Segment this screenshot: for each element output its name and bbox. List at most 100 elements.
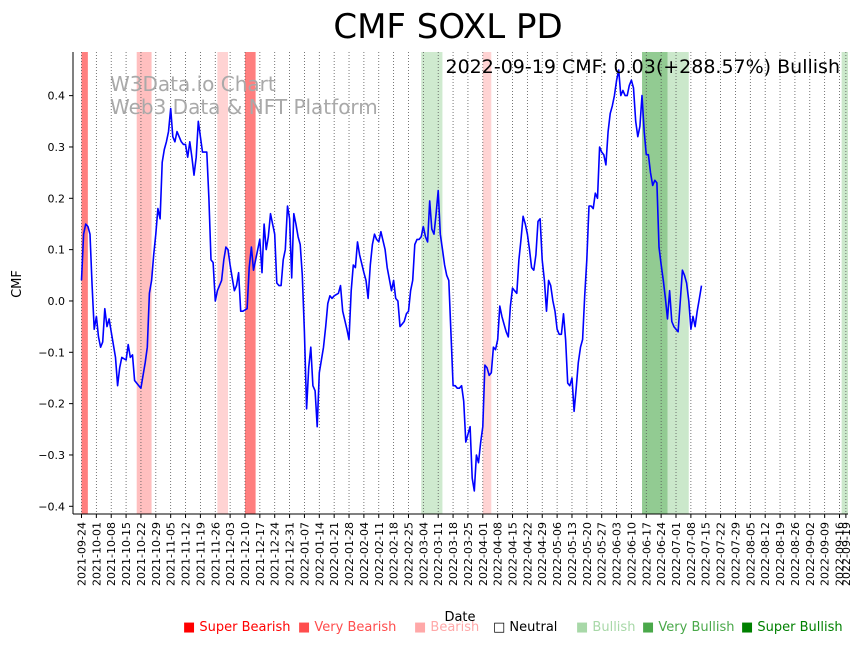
x-tick-label: 2022-01-21 [328, 522, 341, 586]
x-tick-label: 2022-07-08 [685, 522, 698, 586]
legend-label: Very Bullish [658, 620, 735, 635]
x-tick-label: 2021-10-22 [135, 522, 148, 586]
x-tick-label: 2022-02-04 [358, 522, 371, 586]
x-tick-label: 2022-03-18 [447, 522, 460, 586]
weekly-gridlines [81, 52, 847, 514]
x-tick-label: 2022-08-05 [744, 522, 757, 586]
legend-item-very-bearish: ■ Very Bearish [298, 620, 396, 635]
zone-super-bearish [244, 52, 256, 514]
chart-title: CMF SOXL PD [333, 7, 562, 47]
x-tick-label: 2022-02-25 [403, 522, 416, 586]
axes: −0.4 −0.3 −0.2 −0.1 0.0 0.1 0.2 0.3 0.4 2021-09-2… [38, 52, 853, 586]
legend-swatch-icon: ■ [298, 620, 315, 635]
zone-bullish [667, 52, 689, 514]
x-tick-label: 2022-05-20 [581, 522, 594, 586]
zone-super-bearish [81, 52, 88, 514]
legend-swatch-icon: ■ [741, 620, 758, 635]
y-tick-label: −0.2 [38, 398, 65, 411]
x-tick-label: 2022-09-09 [819, 522, 832, 586]
series-line-cmf [80, 69, 703, 492]
legend-item-neutral: □ Neutral [493, 620, 557, 635]
zone-bullish [841, 52, 848, 514]
legend-label: Super Bullish [757, 620, 843, 635]
watermark-line-2: Web3 Data & NFT Platform [110, 95, 378, 119]
watermark-line-1: W3Data.io Chart [110, 72, 276, 96]
x-tick-label: 2021-12-03 [224, 522, 237, 586]
zone-bearish [482, 52, 492, 514]
x-tick-label: 2022-03-11 [432, 522, 445, 586]
x-axis-label: Date [444, 610, 475, 625]
x-tick-label: 2022-05-06 [551, 522, 564, 586]
legend-swatch-icon: ■ [642, 620, 659, 635]
x-tick-label: 2022-05-27 [596, 522, 609, 586]
signal-legend: ■ Super Bearish ■ Very Bearish ■ Bearish □ … [0, 620, 867, 640]
x-tick-label: 2021-12-31 [284, 522, 297, 586]
legend-swatch-icon: ■ [414, 620, 431, 635]
x-tick-label: 2021-10-15 [120, 522, 133, 586]
legend-item-super-bearish: ■ Super Bearish [183, 620, 291, 635]
x-tick-label: 2022-07-29 [730, 522, 743, 586]
legend-label: Very Bearish [314, 620, 397, 635]
x-tick-label: 2022-06-03 [611, 522, 624, 586]
x-tick-label: 2022-07-15 [700, 522, 713, 586]
legend-label: Bullish [592, 620, 636, 635]
y-tick-label: 0.2 [48, 192, 66, 205]
x-tick-label: 2022-06-24 [655, 522, 668, 586]
x-tick-label: 2021-10-01 [90, 522, 103, 586]
y-axis-label: CMF [10, 270, 25, 298]
y-tick-label: 0.4 [48, 90, 66, 103]
legend-label: Super Bearish [199, 620, 291, 635]
legend-swatch-icon: □ [493, 620, 510, 635]
watermark: W3Data.io Chart Web3 Data & NFT Platform [110, 72, 378, 119]
x-tick-label: 2022-04-08 [492, 522, 505, 586]
legend-item-very-bullish: ■ Very Bullish [642, 620, 734, 635]
x-tick-label: 2022-08-26 [789, 522, 802, 586]
zone-bullish [421, 52, 443, 514]
x-tick-label: 2021-12-24 [269, 522, 282, 586]
x-tick-label: 2022-07-01 [670, 522, 683, 586]
y-tick-label: −0.1 [38, 346, 65, 359]
x-tick-label: 2022-06-17 [640, 522, 653, 586]
x-tick-label: 2022-04-22 [521, 522, 534, 586]
x-tick-label: 2022-01-28 [343, 522, 356, 586]
x-tick-label: 2022-09-16 [834, 522, 847, 586]
x-tick-label: 2022-03-25 [462, 522, 475, 586]
x-tick-label: 2022-03-04 [417, 522, 430, 586]
x-tick-label: 2021-09-24 [76, 522, 89, 586]
zone-very-bearish [136, 52, 152, 514]
y-tick-label: −0.4 [38, 500, 65, 513]
x-tick-label: 2022-02-11 [373, 522, 386, 586]
x-tick-label: 2021-11-05 [165, 522, 178, 586]
x-tick-label: 2021-12-10 [239, 522, 252, 586]
y-tick-label: 0.1 [48, 244, 66, 257]
x-tick-label: 2022-09-19 [840, 522, 853, 586]
cmf-annotation: 2022-09-19 CMF: 0.03(+288.57%) Bullish [446, 56, 841, 78]
x-tick-label: 2022-02-18 [388, 522, 401, 586]
cmf-series [80, 69, 703, 492]
x-tick-label: 2021-11-19 [194, 522, 207, 586]
x-tick-label: 2022-01-07 [298, 522, 311, 586]
signal-zones [81, 52, 848, 514]
x-tick-label: 2021-10-29 [150, 522, 163, 586]
x-tick-label: 2022-04-01 [477, 522, 490, 586]
y-tick-label: −0.3 [38, 449, 65, 462]
legend-swatch-icon: ■ [183, 620, 200, 635]
legend-item-bearish: ■ Bearish [414, 620, 479, 635]
x-tick-label: 2021-10-08 [105, 522, 118, 586]
legend-label: Neutral [509, 620, 558, 635]
x-tick-label: 2022-09-02 [804, 522, 817, 586]
legend-item-super-bullish: ■ Super Bullish [741, 620, 843, 635]
x-tick-label: 2022-08-19 [774, 522, 787, 586]
x-tick-label: 2022-01-14 [313, 522, 326, 586]
y-tick-label: 0.3 [48, 141, 66, 154]
x-tick-label: 2022-05-13 [566, 522, 579, 586]
x-tick-label: 2021-11-26 [209, 522, 222, 586]
x-tick-label: 2022-04-15 [507, 522, 520, 586]
x-tick-label: 2021-11-12 [180, 522, 193, 586]
legend-item-bullish: ■ Bullish [576, 620, 635, 635]
zone-bearish [217, 52, 228, 514]
x-tick-label: 2022-04-29 [536, 522, 549, 586]
x-tick-label: 2022-07-22 [715, 522, 728, 586]
x-tick-label: 2022-08-12 [759, 522, 772, 586]
